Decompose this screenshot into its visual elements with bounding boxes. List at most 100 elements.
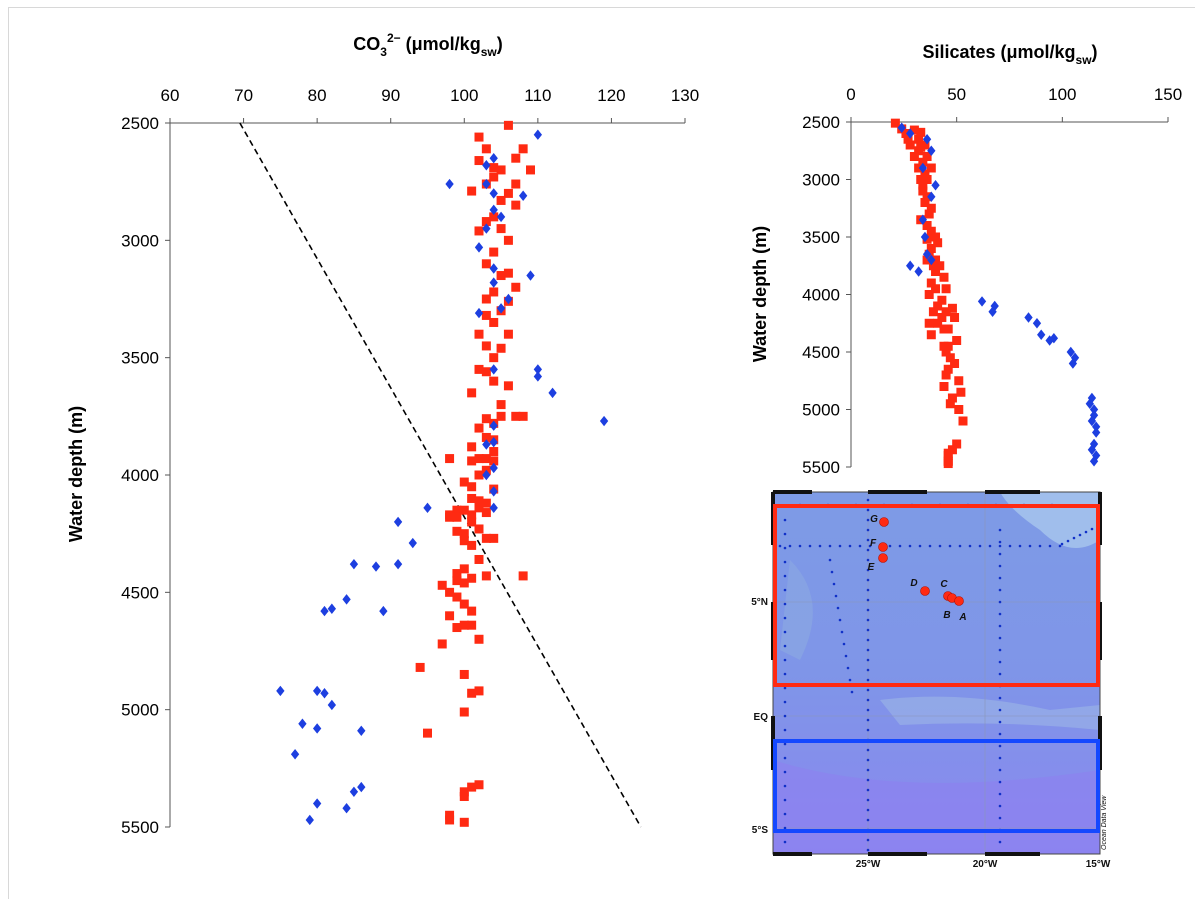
- square-point: [939, 382, 949, 391]
- square-point: [933, 238, 943, 248]
- track-dot: [998, 648, 1002, 652]
- square-point: [920, 198, 930, 207]
- square-point: [939, 272, 949, 282]
- station-map: G F E D C B A 5°N EQ 5°S 25°W 20°W 15°W Ocean …: [751, 490, 1111, 870]
- square-point: [489, 172, 499, 182]
- diamond-point: [482, 223, 491, 234]
- track-dot: [866, 568, 870, 572]
- station-marker: [920, 586, 930, 596]
- square-point: [941, 370, 951, 380]
- track-dot: [866, 748, 870, 752]
- square-point: [928, 307, 938, 317]
- y-tick-label: 4500: [121, 583, 159, 602]
- station-label: C: [940, 579, 948, 590]
- square-point: [474, 524, 484, 534]
- silicates-x-title: Silicates (μmol/kgsw): [922, 42, 1097, 67]
- south-region-box: [773, 739, 1100, 833]
- diamond-point: [1049, 333, 1059, 344]
- diamond-point: [927, 145, 936, 156]
- square-point: [926, 163, 936, 173]
- diamond-point: [548, 387, 557, 399]
- station-label: G: [870, 514, 878, 525]
- square-point: [452, 623, 462, 633]
- square-point: [489, 533, 499, 543]
- square-point: [916, 175, 926, 184]
- track-dot: [866, 538, 870, 542]
- square-point: [914, 146, 924, 156]
- track-dot: [866, 728, 870, 732]
- diamond-point: [1087, 415, 1097, 427]
- track-dot: [783, 644, 787, 648]
- square-point: [511, 411, 521, 421]
- track-dot: [998, 672, 1002, 676]
- track-dot: [866, 518, 870, 522]
- silicates-points: [890, 118, 1101, 469]
- square-point: [924, 290, 934, 299]
- square-point: [922, 192, 932, 202]
- station-label: B: [943, 610, 950, 621]
- track-dot: [783, 798, 787, 802]
- square-point: [445, 587, 455, 597]
- square-point: [945, 353, 955, 363]
- diamond-point: [977, 296, 987, 307]
- track-dot: [783, 784, 787, 788]
- diamond-point: [897, 122, 906, 133]
- track-dot: [1060, 542, 1064, 546]
- diamond-point: [320, 605, 329, 617]
- track-dot: [832, 582, 836, 586]
- track-dot: [998, 756, 1002, 760]
- track-dot: [938, 544, 942, 548]
- track-dot: [998, 564, 1002, 568]
- track-dot: [828, 544, 832, 548]
- station-markers: G F E D C B A: [868, 514, 967, 623]
- diamond-point: [918, 162, 928, 174]
- diamond-point: [489, 436, 498, 448]
- track-dot: [834, 594, 838, 598]
- track-dot: [783, 840, 787, 844]
- station-label: D: [910, 578, 917, 589]
- track-dot: [948, 544, 952, 548]
- square-point: [518, 571, 528, 581]
- track-dot: [1008, 544, 1012, 548]
- track-dot: [842, 642, 846, 646]
- cruise-track: [778, 498, 1094, 852]
- square-point: [926, 226, 936, 236]
- diamond-point: [474, 307, 484, 319]
- square-point: [459, 564, 469, 574]
- diamond-point: [312, 685, 322, 697]
- square-point: [950, 359, 960, 368]
- track-dot: [898, 544, 902, 548]
- square-point: [943, 456, 953, 466]
- square-point: [496, 411, 506, 421]
- diamond-point: [1089, 404, 1099, 415]
- track-dot: [866, 818, 870, 822]
- square-point: [945, 399, 955, 409]
- track-dot: [998, 804, 1002, 808]
- track-dot: [968, 544, 972, 548]
- diamond-point: [349, 558, 359, 570]
- diamond-point: [482, 469, 491, 481]
- square-point: [459, 536, 469, 546]
- square-point: [459, 669, 469, 679]
- track-dot: [783, 700, 787, 704]
- track-dot: [783, 574, 787, 578]
- diamond-point: [342, 594, 351, 605]
- track-dot: [866, 608, 870, 612]
- track-dot: [844, 654, 848, 658]
- track-dot: [783, 756, 787, 760]
- diamond-point: [922, 249, 932, 260]
- track-dot: [866, 788, 870, 792]
- square-point: [467, 442, 477, 452]
- track-dot: [1028, 544, 1032, 548]
- diamond-point: [533, 371, 543, 382]
- map-grid: [773, 492, 1100, 854]
- track-dot: [783, 630, 787, 634]
- square-point: [474, 454, 484, 464]
- diamond-point: [931, 180, 940, 191]
- diamond-point: [489, 364, 498, 375]
- track-dot: [866, 618, 870, 622]
- track-dot: [998, 744, 1002, 748]
- x-tick-label: 130: [671, 86, 699, 105]
- track-dot: [866, 658, 870, 662]
